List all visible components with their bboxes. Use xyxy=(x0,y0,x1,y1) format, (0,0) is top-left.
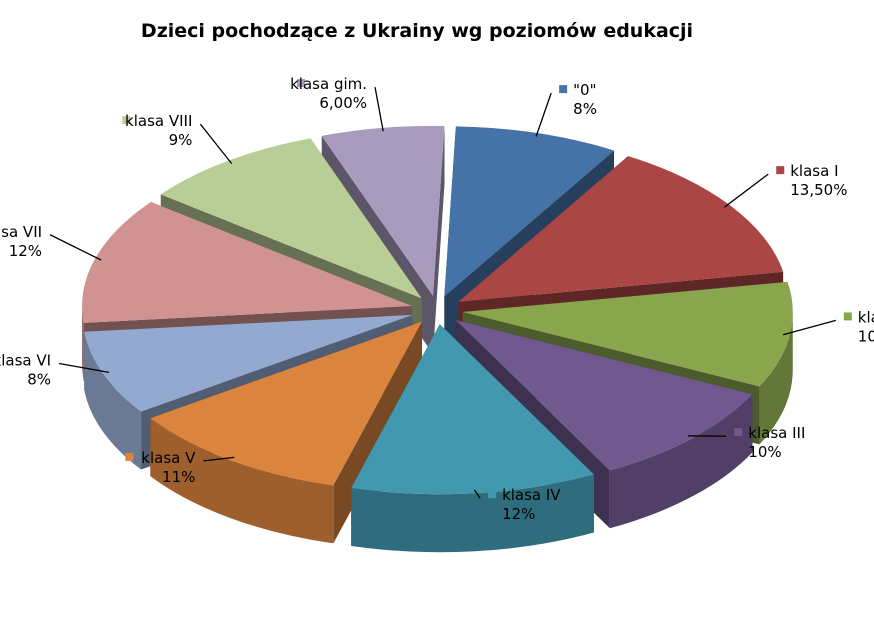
slice-top-face xyxy=(321,125,445,296)
slice-top-face xyxy=(462,281,793,387)
slice-top-face xyxy=(455,319,753,471)
pie-layer xyxy=(82,125,793,553)
slice-outer-wall xyxy=(609,394,753,529)
slice-value: 10% xyxy=(858,327,874,345)
slice-outer-wall xyxy=(759,311,793,445)
slice-name: klasa VII xyxy=(0,223,42,241)
leader-line xyxy=(199,123,233,165)
slice-name: klasa VIII xyxy=(125,112,192,130)
slice-value: 13,50% xyxy=(790,181,847,199)
slice-top-face xyxy=(444,126,615,297)
data-label-0: "0"8% xyxy=(535,81,597,137)
slice-outer-wall xyxy=(82,306,84,381)
slice-outer-wall xyxy=(351,474,594,553)
slice-value: 8% xyxy=(573,100,597,118)
slice-value: 11% xyxy=(162,468,195,486)
data-label-klasa-v: klasa V11% xyxy=(125,449,235,486)
slice-name: klasa III xyxy=(748,424,805,442)
slice-outer-wall xyxy=(84,331,142,470)
legend-key xyxy=(297,79,306,88)
legend-key xyxy=(488,490,497,499)
leader-line xyxy=(58,362,110,373)
slice-value: 8% xyxy=(27,370,51,388)
slice-outer-wall xyxy=(150,418,334,544)
slice-value: 12% xyxy=(502,505,535,523)
legend-key xyxy=(559,85,568,94)
leader-line xyxy=(49,234,102,261)
leader-line xyxy=(473,489,481,499)
leader-line xyxy=(203,456,235,462)
slice-value: 9% xyxy=(169,131,193,149)
slice-name: klasa II xyxy=(858,308,874,326)
slice-name: "0" xyxy=(573,81,596,99)
slice-top-face xyxy=(82,202,413,323)
slice-name: klasa gim. xyxy=(290,75,367,93)
data-label-klasa-i: klasa I13,50% xyxy=(724,162,847,208)
slice-top-face xyxy=(458,156,784,302)
legend-key xyxy=(122,116,131,125)
leader-line xyxy=(724,173,769,208)
slice-name: klasa V xyxy=(141,449,196,467)
slice-name: klasa I xyxy=(790,162,838,180)
slice-top-face xyxy=(351,324,594,495)
pie-slice-klasa-iv xyxy=(351,324,594,553)
slice-top-face xyxy=(150,321,422,486)
slice-name: klasa VI xyxy=(0,351,51,369)
slice-value: 12% xyxy=(9,242,42,260)
slice-wall-end xyxy=(432,125,445,354)
legend-key xyxy=(125,452,134,461)
slice-value: 6,00% xyxy=(319,94,367,112)
slice-value: 10% xyxy=(748,443,781,461)
leader-line xyxy=(374,86,384,132)
leader-line xyxy=(782,319,836,336)
data-label-klasa-gim: klasa gim.6,00% xyxy=(290,75,384,132)
legend-key xyxy=(734,428,743,437)
leader-line xyxy=(535,92,552,137)
legend-key xyxy=(776,166,785,175)
legend-key xyxy=(843,312,852,321)
chart-title: Dzieci pochodzące z Ukrainy wg poziomów … xyxy=(141,20,693,42)
slice-top-face xyxy=(84,314,413,412)
slice-top-face xyxy=(160,138,422,299)
data-label-klasa-vi: klasa VI8% xyxy=(0,351,110,388)
slice-name: klasa IV xyxy=(502,486,561,504)
